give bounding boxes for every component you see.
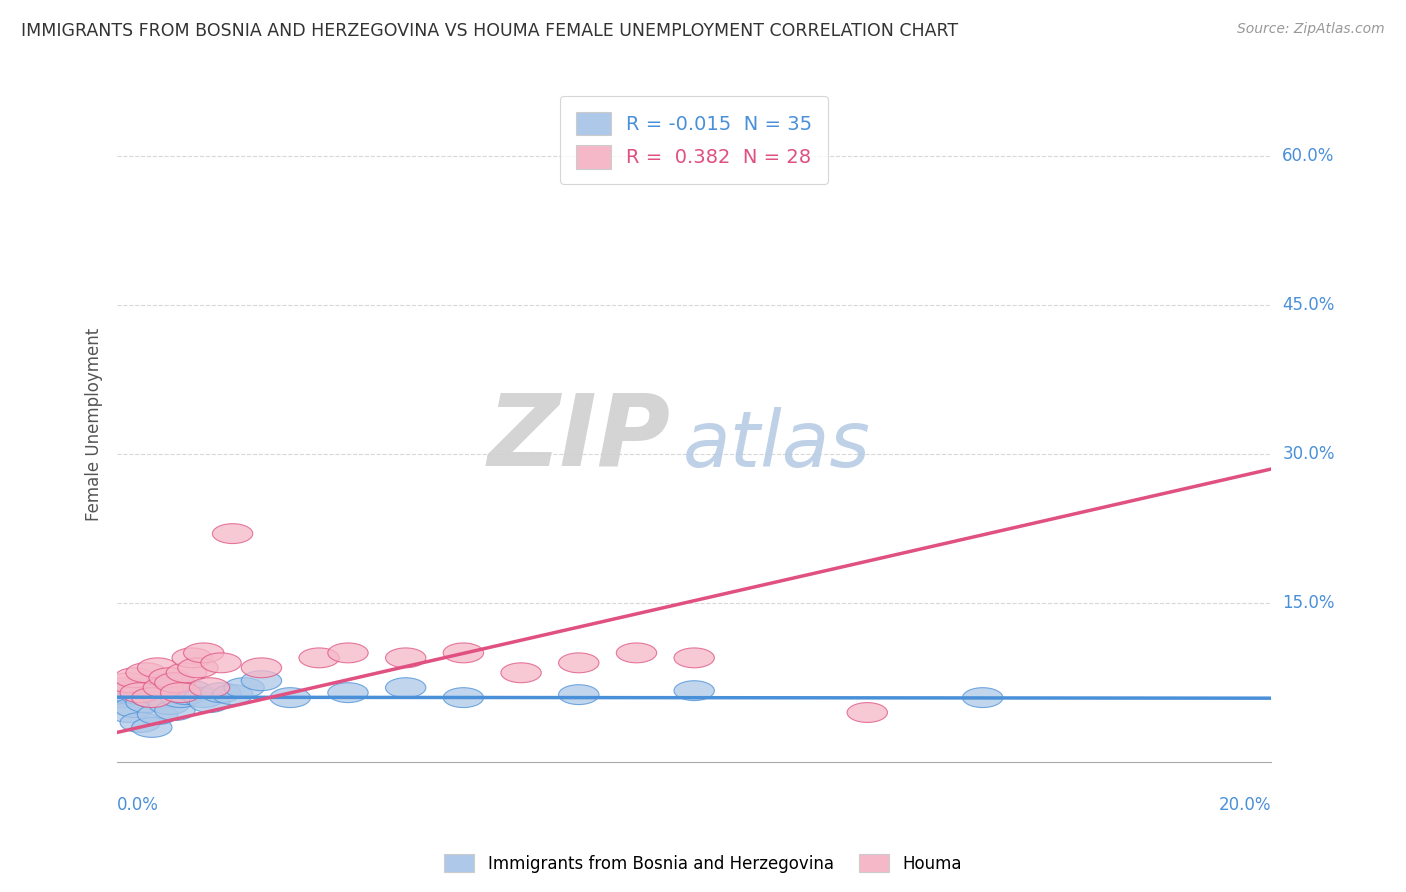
Text: ZIP: ZIP <box>488 389 671 486</box>
Text: 45.0%: 45.0% <box>1282 296 1334 314</box>
Text: IMMIGRANTS FROM BOSNIA AND HERZEGOVINA VS HOUMA FEMALE UNEMPLOYMENT CORRELATION : IMMIGRANTS FROM BOSNIA AND HERZEGOVINA V… <box>21 22 959 40</box>
Text: 0.0%: 0.0% <box>117 796 159 814</box>
Text: 60.0%: 60.0% <box>1282 147 1334 165</box>
Text: 15.0%: 15.0% <box>1282 594 1334 612</box>
Text: 30.0%: 30.0% <box>1282 445 1334 463</box>
Y-axis label: Female Unemployment: Female Unemployment <box>86 327 103 521</box>
Text: 20.0%: 20.0% <box>1219 796 1271 814</box>
Legend: Immigrants from Bosnia and Herzegovina, Houma: Immigrants from Bosnia and Herzegovina, … <box>437 847 969 880</box>
Text: atlas: atlas <box>683 407 870 483</box>
Legend: R = -0.015  N = 35, R =  0.382  N = 28: R = -0.015 N = 35, R = 0.382 N = 28 <box>560 96 828 185</box>
Text: Source: ZipAtlas.com: Source: ZipAtlas.com <box>1237 22 1385 37</box>
